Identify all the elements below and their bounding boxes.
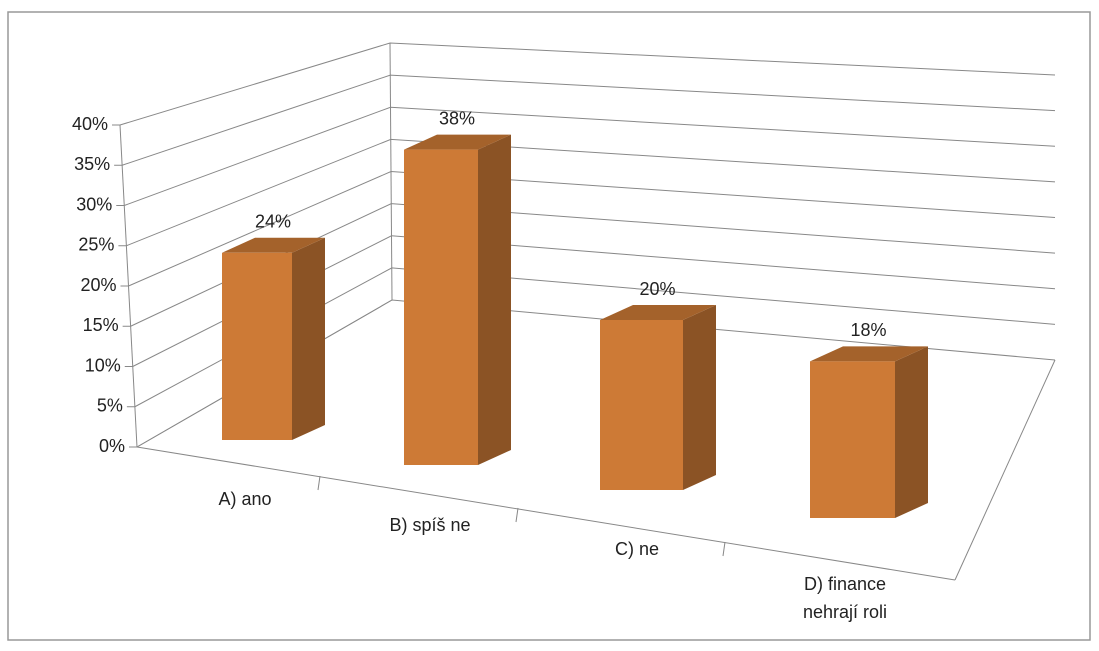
value-label: 18% — [850, 320, 886, 340]
x-tick-label: C) ne — [614, 539, 659, 559]
bar-side — [478, 134, 511, 465]
bar-top — [600, 305, 716, 320]
bar — [810, 361, 895, 518]
value-label: 20% — [639, 279, 675, 299]
y-tick-label: 10% — [85, 355, 121, 375]
grid-line — [130, 203, 1056, 327]
x-tick — [317, 475, 321, 491]
x-tick-label: D) finance nehrají roli — [802, 574, 888, 622]
grid-line — [121, 74, 1056, 166]
y-tick-label: 0% — [99, 436, 125, 456]
bar-side — [292, 237, 325, 440]
bar-top — [404, 134, 511, 150]
bar — [222, 252, 292, 440]
grid-line — [134, 267, 1056, 408]
x-tick — [722, 541, 726, 557]
floor-front-edge — [136, 446, 956, 581]
y-tick-label: 30% — [76, 194, 112, 214]
grid-line — [132, 235, 1056, 367]
grid-line — [119, 42, 1056, 126]
x-tick-label: B) spíš ne — [389, 515, 471, 535]
y-tick-label: 20% — [80, 275, 116, 295]
x-tick — [515, 507, 519, 523]
grid-line — [124, 106, 1056, 206]
bar-side — [895, 346, 928, 518]
bar-top — [222, 237, 325, 253]
x-tick-label: A) ano — [218, 489, 272, 509]
y-tick-label: 5% — [97, 396, 123, 416]
bar — [600, 320, 683, 490]
value-label: 24% — [255, 212, 291, 232]
bar-side — [683, 305, 716, 490]
value-label: 38% — [439, 108, 475, 128]
floor-right-edge — [954, 359, 1056, 581]
y-tick-label: 25% — [78, 235, 114, 255]
grid-line — [126, 138, 1056, 247]
bar-top — [810, 346, 928, 362]
y-tick-label: 15% — [83, 315, 119, 335]
chart-border — [7, 11, 1091, 641]
bar — [404, 149, 478, 465]
y-tick-label: 40% — [72, 114, 108, 134]
y-tick-label: 35% — [74, 154, 110, 174]
grid-line — [128, 170, 1056, 287]
